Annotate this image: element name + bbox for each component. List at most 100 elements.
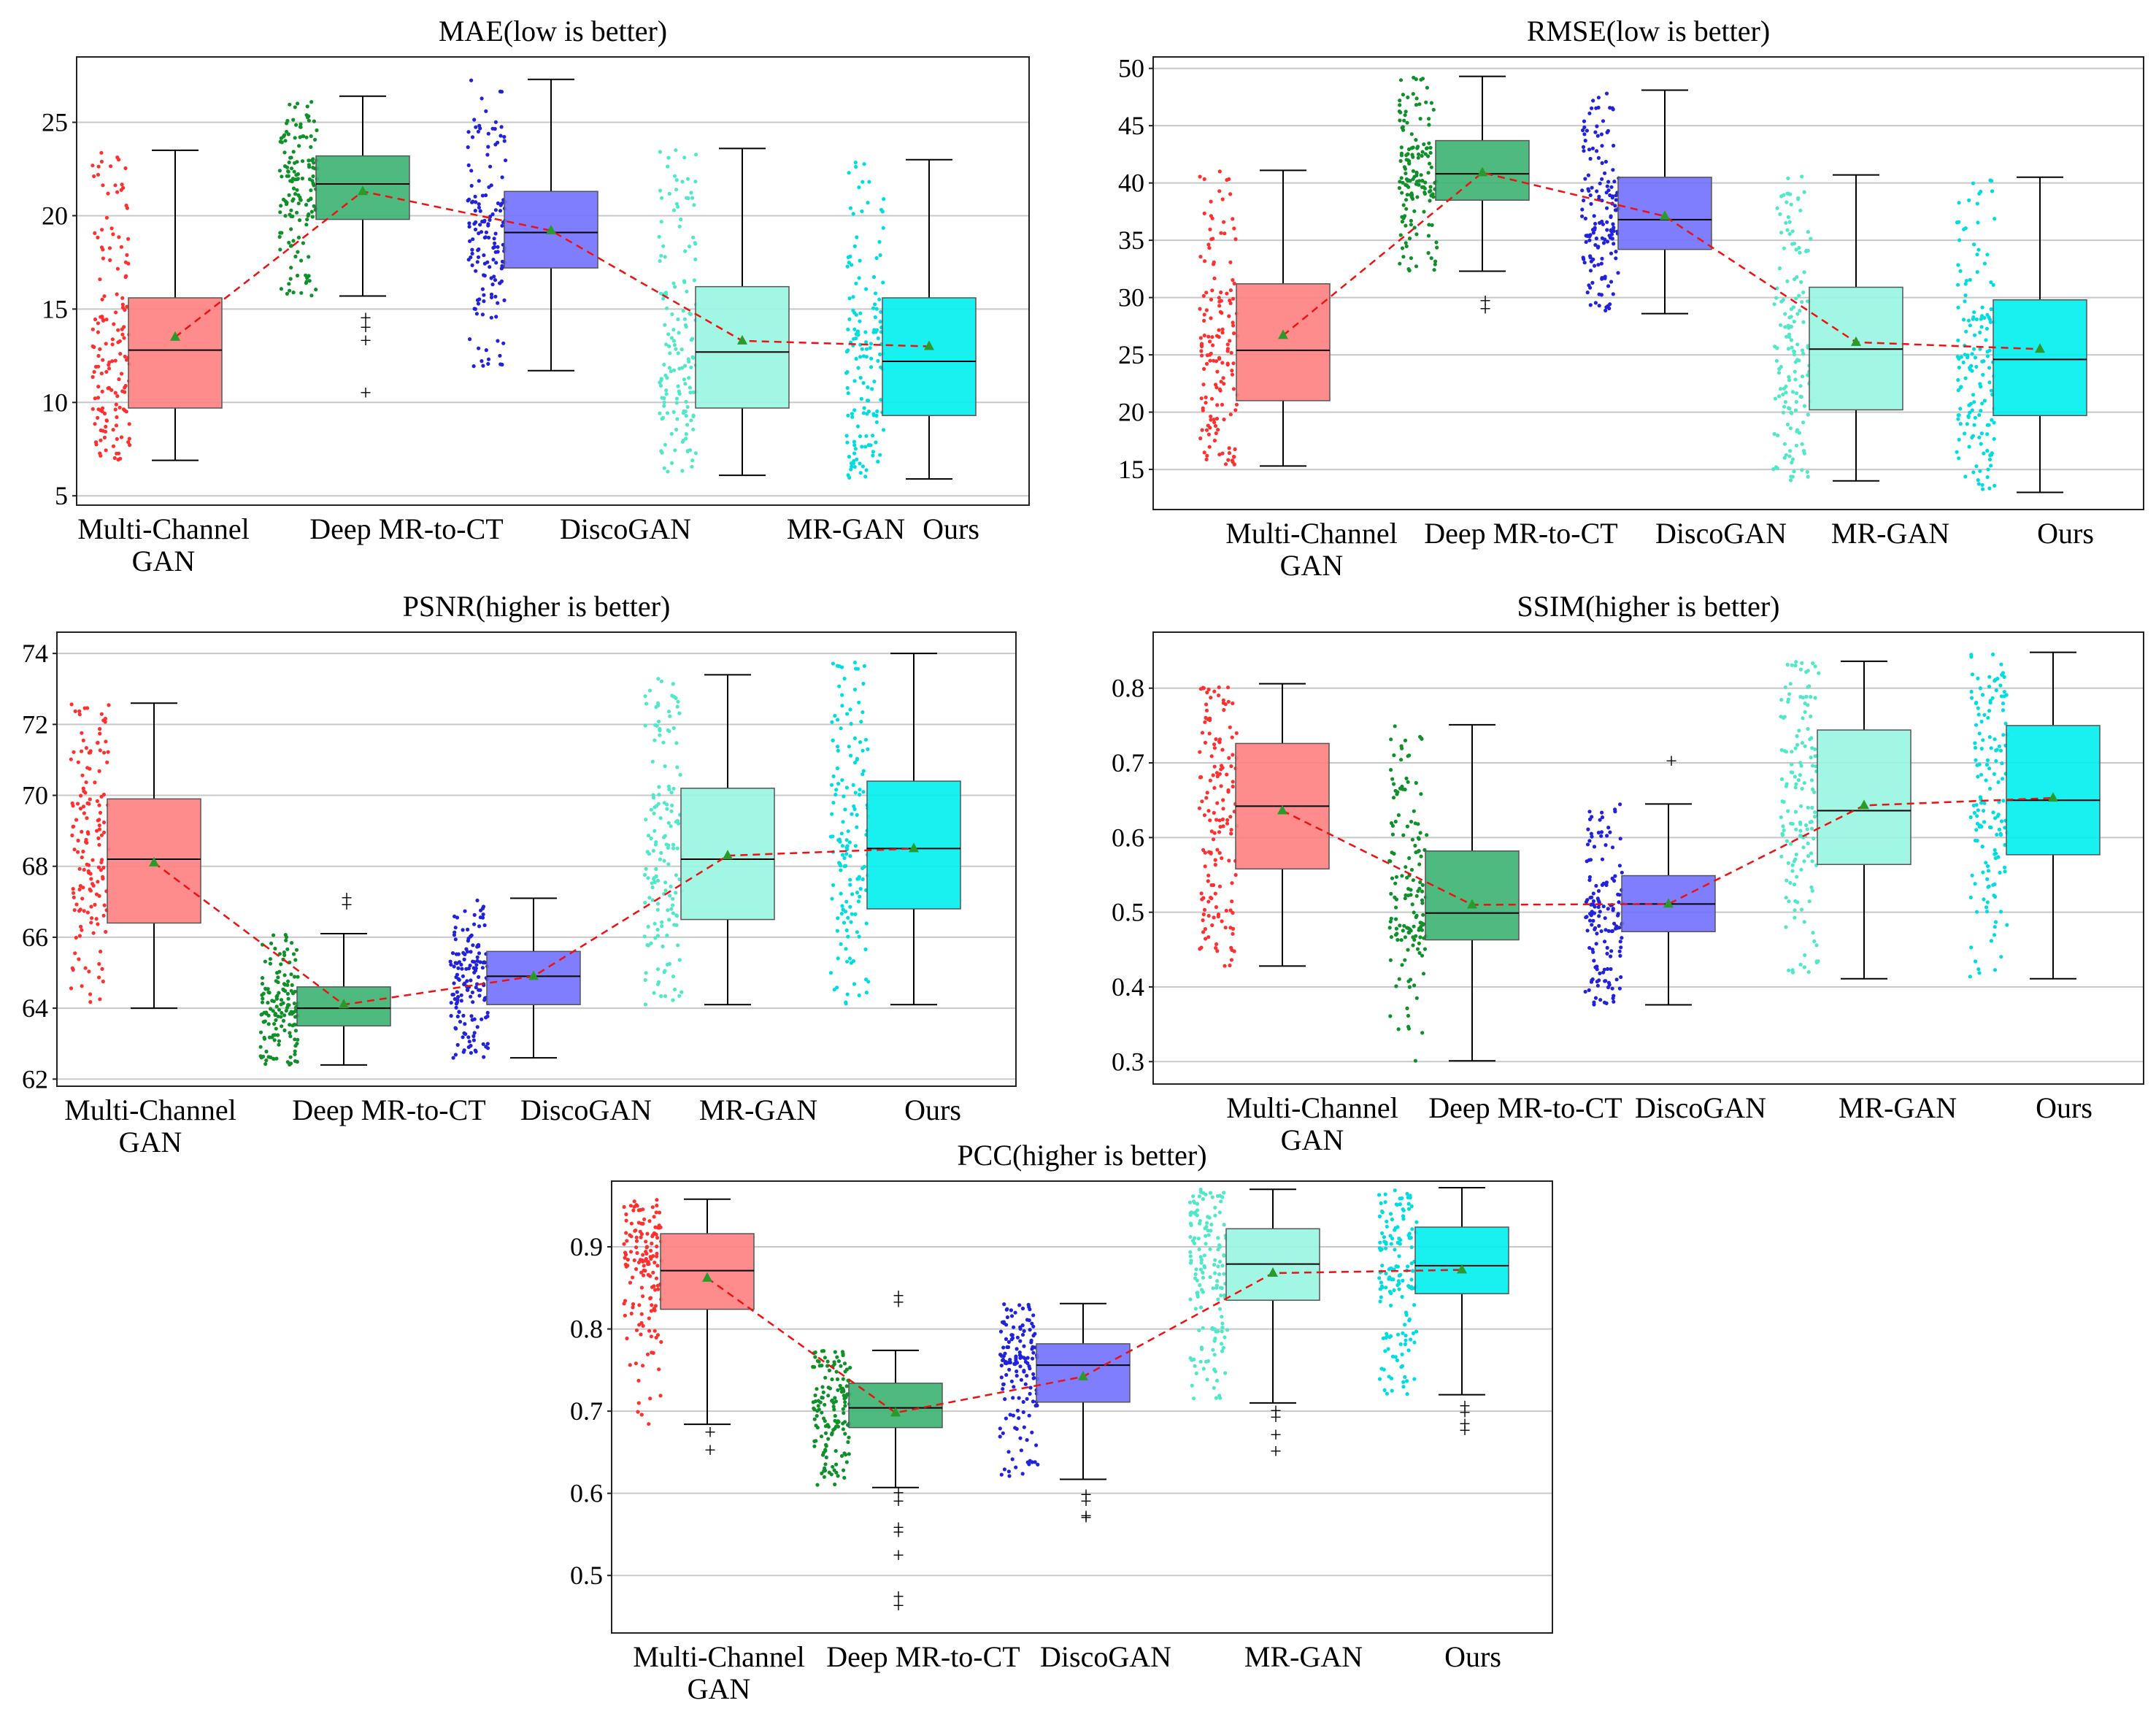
- data-point: [1204, 1242, 1208, 1246]
- data-point: [290, 199, 295, 203]
- data-point: [480, 312, 485, 317]
- data-point: [1391, 796, 1396, 800]
- data-point: [459, 993, 463, 997]
- data-point: [657, 719, 661, 724]
- data-point: [462, 982, 466, 987]
- data-point: [1977, 412, 1982, 418]
- data-point: [1416, 836, 1420, 840]
- data-point: [1975, 201, 1979, 206]
- data-point: [1406, 147, 1412, 152]
- data-point: [847, 840, 852, 845]
- data-point: [654, 1210, 658, 1215]
- data-point: [104, 929, 108, 934]
- mean-marker: [339, 999, 349, 1009]
- data-point: [864, 991, 869, 995]
- data-point: [831, 801, 836, 805]
- data-point: [1783, 400, 1787, 404]
- data-point: [107, 385, 111, 390]
- data-point: [685, 423, 690, 427]
- data-point: [1399, 176, 1404, 180]
- data-point: [470, 263, 474, 267]
- data-point: [1218, 1259, 1223, 1264]
- data-point: [1025, 1361, 1030, 1366]
- data-point: [859, 720, 863, 724]
- data-point: [1399, 145, 1404, 150]
- data-point: [1208, 1275, 1212, 1280]
- data-point: [1405, 1006, 1409, 1010]
- data-point: [628, 1250, 634, 1254]
- data-point: [644, 1245, 650, 1249]
- data-point: [1998, 910, 2003, 914]
- data-point: [1424, 100, 1428, 104]
- data-point: [1595, 149, 1599, 153]
- data-point: [850, 912, 854, 916]
- x-category-label: DiscoGAN: [1040, 1640, 1171, 1673]
- data-point: [649, 836, 653, 841]
- y-tick-label: 0.7: [1112, 748, 1144, 777]
- data-point: [96, 741, 100, 745]
- data-point: [845, 385, 850, 391]
- data-point: [293, 989, 297, 994]
- data-point: [1787, 692, 1792, 696]
- data-point: [1411, 169, 1415, 173]
- data-point: [1787, 326, 1791, 330]
- data-point: [1974, 364, 1979, 369]
- data-point: [1406, 95, 1410, 99]
- data-point: [1779, 854, 1784, 858]
- data-point: [643, 872, 647, 877]
- data-point: [270, 999, 274, 1003]
- data-point: [483, 235, 488, 239]
- data-point: [1403, 935, 1407, 939]
- data-point: [1381, 1336, 1385, 1340]
- data-point: [863, 445, 868, 449]
- data-point: [1214, 359, 1219, 364]
- data-point: [470, 247, 474, 252]
- data-point: [1785, 878, 1789, 883]
- data-point: [657, 1367, 661, 1372]
- data-point: [1426, 171, 1431, 175]
- data-point: [85, 816, 89, 821]
- data-point: [1603, 843, 1608, 848]
- data-point: [1782, 828, 1786, 833]
- outlier-marker: +: [360, 307, 371, 330]
- data-point: [1592, 845, 1597, 849]
- data-point: [485, 260, 490, 264]
- data-point: [1205, 791, 1209, 795]
- data-point: [1212, 689, 1217, 693]
- data-point: [1588, 896, 1593, 900]
- pcc-chart: +++++++++++++++++++++++0.50.60.70.80.9PC…: [570, 1139, 1553, 1705]
- data-point: [1994, 748, 1998, 753]
- data-point: [473, 194, 477, 199]
- data-point: [1195, 1213, 1199, 1218]
- data-point: [1407, 856, 1412, 861]
- data-point: [1203, 720, 1207, 724]
- data-point: [1198, 775, 1203, 780]
- data-point: [1799, 867, 1803, 872]
- data-point: [631, 1305, 635, 1310]
- data-point: [292, 1023, 296, 1027]
- data-point: [648, 1296, 652, 1301]
- data-points: [1968, 652, 2010, 979]
- data-point: [451, 1056, 455, 1060]
- data-point: [285, 174, 289, 178]
- data-point: [1208, 358, 1212, 363]
- data-point: [1805, 469, 1809, 474]
- data-point: [1999, 819, 2004, 823]
- data-points: [1187, 1187, 1230, 1401]
- data-point: [111, 444, 116, 448]
- data-point: [1209, 696, 1213, 700]
- data-point: [1800, 374, 1805, 379]
- data-point: [835, 766, 840, 771]
- data-point: [453, 937, 458, 942]
- data-point: [853, 844, 858, 848]
- data-point: [1788, 880, 1793, 885]
- data-point: [1205, 453, 1209, 458]
- data-point: [1208, 716, 1212, 720]
- data-point: [477, 123, 482, 128]
- data-point: [816, 1404, 820, 1408]
- data-point: [466, 1045, 471, 1050]
- data-point: [647, 1261, 651, 1267]
- data-point: [641, 1259, 645, 1264]
- data-point: [656, 701, 661, 706]
- data-point: [1993, 968, 1998, 972]
